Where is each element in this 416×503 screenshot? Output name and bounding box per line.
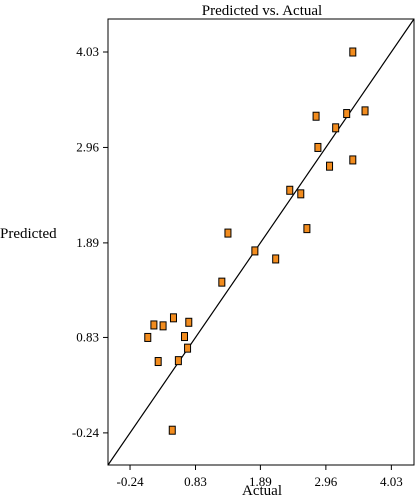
data-point xyxy=(349,47,357,57)
data-point xyxy=(349,155,357,165)
data-point xyxy=(184,343,192,353)
x-tick-label: 0.83 xyxy=(184,474,207,489)
y-axis-label: Predicted xyxy=(0,226,57,242)
data-point xyxy=(185,317,193,327)
data-point xyxy=(159,321,167,331)
data-point xyxy=(181,332,188,342)
data-points xyxy=(144,47,369,435)
data-point xyxy=(150,320,158,330)
data-point xyxy=(218,277,226,287)
data-point xyxy=(343,109,351,119)
x-tick-label: -0.24 xyxy=(116,474,144,489)
data-point xyxy=(286,185,294,195)
y-tick-label: 1.89 xyxy=(76,235,99,250)
data-point xyxy=(297,189,305,199)
data-point xyxy=(224,228,232,238)
data-point xyxy=(144,332,152,342)
data-point xyxy=(314,142,322,152)
y-tick-label: 4.03 xyxy=(76,44,99,59)
y-tick-label: 2.96 xyxy=(76,139,99,154)
data-point xyxy=(251,246,259,256)
data-point xyxy=(332,123,340,133)
reference-line xyxy=(107,18,415,466)
data-point xyxy=(326,161,334,171)
x-tick-label: 1.89 xyxy=(249,474,272,489)
chart-title: Predicted vs. Actual xyxy=(202,3,322,19)
data-point xyxy=(272,254,280,264)
data-point xyxy=(312,111,320,121)
data-point xyxy=(169,313,177,323)
data-point xyxy=(174,356,182,366)
y-axis: -0.24 0.83 1.89 2.96 4.03 xyxy=(72,44,108,440)
data-point xyxy=(303,224,311,234)
y-tick-label: -0.24 xyxy=(72,425,100,440)
x-tick-label: 2.96 xyxy=(314,474,337,489)
data-point xyxy=(361,106,369,116)
x-axis: -0.24 0.83 1.89 2.96 4.03 xyxy=(116,465,403,489)
x-tick-label: 4.03 xyxy=(380,474,403,489)
x-axis-label: Actual xyxy=(242,483,282,499)
data-point xyxy=(168,425,176,435)
data-point xyxy=(154,357,162,367)
y-tick-label: 0.83 xyxy=(76,329,99,344)
